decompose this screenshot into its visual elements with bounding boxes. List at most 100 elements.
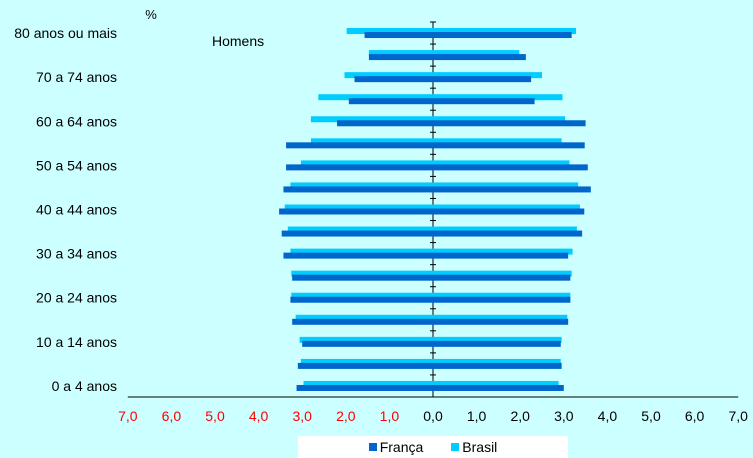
annotation-homens: Homens bbox=[212, 33, 264, 49]
legend-item-franca: França bbox=[368, 439, 424, 455]
bar-left-franca-8 bbox=[279, 208, 433, 215]
bar-left-brasil-8 bbox=[284, 204, 433, 211]
legend-swatch-brasil bbox=[451, 443, 460, 451]
legend-item-brasil: Brasil bbox=[451, 439, 497, 455]
bar-right-brasil-7 bbox=[433, 226, 577, 233]
x-tick-label: 5,0 bbox=[205, 408, 225, 424]
bar-left-franca-5 bbox=[292, 274, 433, 281]
legend: França Brasil bbox=[298, 436, 568, 458]
bar-left-franca-13 bbox=[348, 98, 433, 105]
legend-swatch-franca bbox=[368, 443, 377, 451]
x-tick-label: 3,0 bbox=[292, 408, 312, 424]
bar-left-franca-3 bbox=[292, 318, 433, 325]
bar-right-franca-4 bbox=[433, 296, 571, 303]
bar-left-franca-4 bbox=[290, 296, 433, 303]
category-label: 10 a 14 anos bbox=[36, 334, 117, 350]
x-tick-label: 7,0 bbox=[118, 408, 138, 424]
category-label: 30 a 34 anos bbox=[36, 246, 117, 262]
bar-right-brasil-2 bbox=[433, 336, 562, 343]
bar-left-brasil-16 bbox=[346, 28, 433, 35]
bar-left-brasil-13 bbox=[318, 94, 433, 101]
category-label: 60 a 64 anos bbox=[36, 113, 117, 129]
bar-left-brasil-4 bbox=[291, 292, 433, 299]
bar-left-brasil-9 bbox=[290, 182, 433, 189]
bar-left-franca-11 bbox=[286, 142, 433, 149]
bar-right-brasil-12 bbox=[433, 116, 566, 123]
bar-right-brasil-14 bbox=[433, 72, 542, 79]
legend-label-franca: França bbox=[379, 439, 424, 455]
bar-right-franca-16 bbox=[433, 32, 572, 39]
bar-left-brasil-10 bbox=[300, 160, 433, 167]
bar-left-brasil-12 bbox=[310, 116, 433, 123]
bar-right-franca-11 bbox=[433, 142, 585, 149]
bar-right-franca-14 bbox=[433, 76, 532, 83]
bar-left-brasil-3 bbox=[295, 314, 433, 321]
bar-right-brasil-8 bbox=[433, 204, 580, 211]
bar-right-franca-1 bbox=[433, 362, 562, 369]
x-tick-label: 7,0 bbox=[728, 408, 748, 424]
bar-right-franca-3 bbox=[433, 318, 569, 325]
bar-right-brasil-5 bbox=[433, 270, 572, 277]
x-tick-label: 2,0 bbox=[336, 408, 356, 424]
bar-left-franca-10 bbox=[286, 164, 433, 171]
bar-right-franca-13 bbox=[433, 98, 535, 105]
bar-left-franca-15 bbox=[368, 54, 433, 61]
bar-right-brasil-3 bbox=[433, 314, 568, 321]
bar-right-brasil-9 bbox=[433, 182, 579, 189]
bar-right-brasil-11 bbox=[433, 138, 562, 145]
bar-left-franca-2 bbox=[302, 340, 433, 347]
bar-left-brasil-5 bbox=[291, 270, 433, 277]
x-tick-label: 6,0 bbox=[162, 408, 182, 424]
bar-right-franca-12 bbox=[433, 120, 586, 127]
bar-left-franca-0 bbox=[296, 384, 433, 391]
bar-right-brasil-16 bbox=[433, 28, 577, 35]
category-label: 40 a 44 anos bbox=[36, 202, 117, 218]
bar-right-franca-6 bbox=[433, 252, 569, 259]
bar-left-franca-1 bbox=[297, 362, 433, 369]
category-label: 50 a 54 anos bbox=[36, 157, 117, 173]
x-tick-label: 5,0 bbox=[641, 408, 661, 424]
bar-left-franca-16 bbox=[364, 32, 433, 39]
bar-left-franca-7 bbox=[281, 230, 433, 237]
x-tick-label: 1,0 bbox=[380, 408, 400, 424]
x-tick-label: 4,0 bbox=[249, 408, 269, 424]
bar-right-franca-0 bbox=[433, 384, 564, 391]
bar-right-brasil-1 bbox=[433, 358, 561, 365]
bar-right-franca-5 bbox=[433, 274, 571, 281]
bar-right-franca-9 bbox=[433, 186, 591, 193]
bar-left-brasil-0 bbox=[303, 380, 433, 387]
unit-label: % bbox=[145, 7, 157, 22]
bar-left-brasil-1 bbox=[300, 358, 433, 365]
bar-left-brasil-14 bbox=[344, 72, 433, 79]
bar-left-franca-12 bbox=[337, 120, 433, 127]
bar-left-franca-14 bbox=[354, 76, 433, 83]
bar-left-brasil-6 bbox=[290, 248, 433, 255]
bar-right-franca-8 bbox=[433, 208, 585, 215]
bar-left-brasil-7 bbox=[287, 226, 433, 233]
bar-left-franca-9 bbox=[283, 186, 433, 193]
bar-right-brasil-15 bbox=[433, 50, 520, 57]
x-tick-label: 3,0 bbox=[554, 408, 574, 424]
x-tick-label: 2,0 bbox=[510, 408, 530, 424]
x-tick-label: 4,0 bbox=[598, 408, 618, 424]
bar-right-brasil-13 bbox=[433, 94, 563, 101]
legend-label-brasil: Brasil bbox=[462, 439, 498, 455]
bar-right-franca-2 bbox=[433, 340, 561, 347]
category-label: 70 a 74 anos bbox=[36, 69, 117, 85]
x-tick-label: 6,0 bbox=[685, 408, 705, 424]
category-label: 0 a 4 anos bbox=[52, 378, 117, 394]
x-tick-label: 1,0 bbox=[467, 408, 487, 424]
category-label: 80 anos ou mais bbox=[14, 25, 117, 41]
bar-left-franca-6 bbox=[283, 252, 433, 259]
x-tick-label: 0,0 bbox=[423, 408, 443, 424]
bar-right-brasil-10 bbox=[433, 160, 570, 167]
bar-left-brasil-2 bbox=[299, 336, 433, 343]
bar-left-brasil-11 bbox=[310, 138, 433, 145]
bar-right-brasil-4 bbox=[433, 292, 571, 299]
bar-right-franca-7 bbox=[433, 230, 583, 237]
bar-right-franca-15 bbox=[433, 54, 526, 61]
bar-right-brasil-0 bbox=[433, 380, 559, 387]
category-label: 20 a 24 anos bbox=[36, 290, 117, 306]
